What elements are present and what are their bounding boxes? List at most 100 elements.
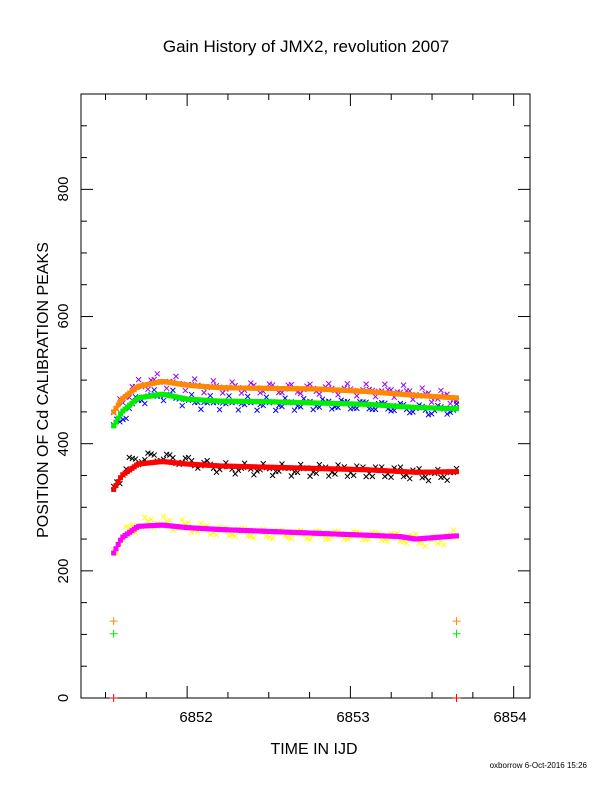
scatter-point <box>363 381 369 387</box>
scatter-point <box>247 533 254 539</box>
scatter-point <box>126 454 133 461</box>
scatter-point <box>226 393 232 399</box>
scatter-point <box>251 534 257 541</box>
curve-point <box>118 537 124 543</box>
scatter-point <box>400 382 407 388</box>
curve-point <box>118 398 124 404</box>
data-marks <box>109 370 461 702</box>
scatter-point <box>151 386 158 393</box>
curve-point <box>111 486 117 492</box>
series-3 <box>111 391 460 429</box>
scatter-point <box>154 370 161 377</box>
scatter-point <box>406 475 413 482</box>
scatter-point <box>325 380 332 387</box>
scatter-point <box>372 393 379 400</box>
series-9 <box>109 629 461 638</box>
plot-frame <box>80 93 531 699</box>
scatter-point <box>328 406 335 412</box>
scatter-point <box>213 532 220 538</box>
series-1 <box>111 379 460 415</box>
scatter-point <box>444 477 451 484</box>
scatter-point <box>403 540 410 546</box>
series-5 <box>111 459 460 492</box>
curve-point <box>454 395 460 401</box>
scatter-point <box>400 473 407 480</box>
scatter-point <box>279 403 285 410</box>
scatter-point <box>148 516 154 523</box>
scatter-point <box>163 385 170 392</box>
x-axis-label: TIME IN IJD <box>270 741 357 758</box>
footer-credit: oxborrow 6-Oct-2016 15:26 <box>490 761 588 770</box>
scatter-point <box>291 407 298 414</box>
scatter-point <box>229 531 235 538</box>
scatter-point <box>179 402 186 409</box>
scatter-point <box>247 380 254 386</box>
scatter-point <box>288 473 295 479</box>
curve-point <box>111 409 117 415</box>
scatter-point <box>422 543 429 550</box>
scatter-point <box>450 527 457 533</box>
scatter-point <box>325 473 332 479</box>
scatter-point <box>173 373 179 380</box>
scatter-point <box>307 536 313 542</box>
curve-point <box>113 483 119 489</box>
scatter-point <box>207 392 214 399</box>
scatter-point <box>185 520 192 526</box>
scatter-point <box>148 451 154 457</box>
scatter-point <box>251 471 257 478</box>
scatter-point <box>344 536 351 542</box>
scatter-point <box>453 401 460 407</box>
scatter-point <box>191 376 198 382</box>
chart-title: Gain History of JMX2, revolution 2007 <box>163 37 449 56</box>
scatter-point <box>397 464 404 471</box>
curve-point <box>118 411 124 417</box>
plus-marker <box>109 617 118 626</box>
x-tick-label-6853: 6853 <box>336 709 369 726</box>
scatter-point <box>297 404 304 410</box>
scatter-point <box>297 390 304 397</box>
scatter-point <box>369 473 376 480</box>
scatter-point <box>353 393 360 399</box>
y-tick-label-800: 800 <box>55 176 72 201</box>
scatter-point <box>132 456 139 462</box>
curve-point <box>111 423 117 429</box>
scatter-point <box>372 406 379 413</box>
scatter-point <box>269 535 276 542</box>
scatter-point <box>316 391 323 397</box>
scatter-point <box>272 407 279 414</box>
scatter-point <box>166 517 173 524</box>
x-tick-label-6854: 6854 <box>493 709 526 726</box>
scatter-point <box>344 380 351 387</box>
scatter-point <box>160 513 167 520</box>
scatter-point <box>350 472 357 479</box>
curve-point <box>115 415 121 421</box>
scatter-point <box>216 406 223 413</box>
curve-point <box>115 541 121 547</box>
scatter-point <box>413 531 419 538</box>
scatter-point <box>441 541 447 548</box>
curve-point <box>111 550 117 556</box>
y-tick-label-400: 400 <box>55 431 72 456</box>
scatter-point <box>307 381 313 388</box>
scatter-point <box>207 531 214 538</box>
scatter-point <box>335 391 341 398</box>
scatter-point <box>188 391 195 398</box>
curve-point <box>115 402 121 408</box>
scatter-point <box>210 378 217 384</box>
scatter-point <box>201 389 207 396</box>
scatter-point <box>294 469 301 476</box>
scatter-point <box>232 533 239 540</box>
scatter-point <box>444 411 451 417</box>
scatter-point <box>266 534 273 541</box>
plus-marker <box>452 694 461 702</box>
scatter-point <box>170 454 176 461</box>
series-8 <box>109 617 461 626</box>
curve-point <box>115 479 121 485</box>
scatter-point <box>151 452 158 458</box>
scatter-point <box>332 471 338 477</box>
scatter-point <box>182 387 189 394</box>
curve-point <box>454 469 460 475</box>
series-10 <box>109 694 461 702</box>
scatter-point <box>428 399 435 406</box>
